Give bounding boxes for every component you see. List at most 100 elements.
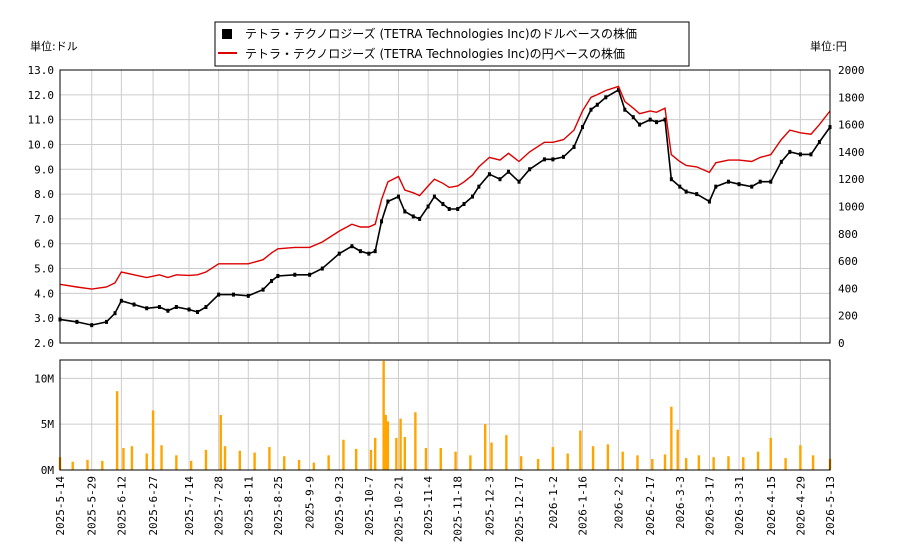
volume-bar bbox=[238, 450, 242, 470]
usd-price-point bbox=[707, 199, 711, 204]
usd-price-point bbox=[350, 244, 354, 249]
usd-price-point bbox=[432, 194, 436, 199]
legend-marker-usd bbox=[222, 29, 232, 39]
usd-price-point bbox=[293, 272, 297, 277]
usd-price-point bbox=[145, 306, 149, 311]
x-tick-label: 2025-12-3 bbox=[483, 476, 496, 536]
right-tick-label: 1000 bbox=[838, 201, 865, 214]
volume-plot-area bbox=[60, 360, 830, 470]
volume-bar bbox=[799, 445, 802, 470]
usd-price-point bbox=[695, 192, 699, 197]
volume-bar bbox=[697, 455, 701, 470]
usd-price-point bbox=[380, 219, 384, 224]
usd-price-point bbox=[542, 157, 546, 162]
usd-price-point bbox=[551, 157, 555, 162]
usd-price-point bbox=[105, 319, 109, 324]
volume-bar bbox=[663, 454, 667, 470]
volume-bar bbox=[297, 459, 301, 470]
volume-bar bbox=[606, 444, 610, 470]
x-tick-label: 2026-5-13 bbox=[824, 476, 837, 536]
usd-price-point bbox=[471, 194, 474, 199]
volume-bar bbox=[151, 410, 155, 470]
volume-tick-label: 0M bbox=[41, 464, 55, 477]
volume-bar bbox=[373, 437, 377, 470]
usd-price-point bbox=[498, 177, 502, 182]
price-plot-frame bbox=[59, 69, 831, 344]
volume-bar bbox=[424, 448, 428, 470]
price-panel: 2.0 3.0 4.0 5.0 6.0 7.0 8.0 9.0 10.0 11.0 12.0 13.0… bbox=[28, 64, 865, 350]
volume-bar bbox=[784, 458, 787, 470]
volume-bar bbox=[439, 448, 442, 470]
usd-price-point bbox=[638, 122, 642, 127]
usd-price-point bbox=[487, 172, 491, 177]
right-tick-label: 200 bbox=[838, 310, 858, 323]
volume-bar bbox=[115, 391, 119, 470]
usd-price-point bbox=[581, 125, 584, 130]
usd-price-point bbox=[572, 144, 576, 149]
x-tick-label: 2026-1-16 bbox=[577, 476, 590, 536]
volume-bar bbox=[579, 430, 582, 470]
usd-price-point bbox=[187, 307, 191, 312]
volume-bar bbox=[384, 415, 387, 470]
usd-price-point bbox=[506, 169, 510, 174]
usd-price-point bbox=[684, 189, 688, 194]
volume-bar bbox=[684, 458, 688, 470]
usd-price-point bbox=[418, 216, 422, 221]
volume-bar bbox=[490, 442, 493, 470]
legend-box bbox=[214, 21, 690, 67]
x-tick-label: 2025-7-14 bbox=[183, 476, 196, 536]
x-tick-label: 2026-1-2 bbox=[547, 476, 560, 529]
volume-bar bbox=[223, 446, 227, 470]
volume-bar bbox=[312, 462, 316, 470]
x-tick-label: 2026-3-17 bbox=[703, 476, 716, 536]
volume-bar bbox=[742, 457, 745, 470]
usd-price-point bbox=[204, 305, 208, 310]
volume-bar bbox=[71, 461, 74, 470]
volume-bar bbox=[536, 459, 540, 470]
usd-price-point bbox=[426, 204, 430, 209]
volume-bars bbox=[58, 360, 832, 470]
left-tick-label: 4.0 bbox=[34, 287, 54, 300]
x-tick-label: 2026-2-17 bbox=[644, 476, 657, 536]
volume-bar bbox=[342, 439, 345, 470]
usd-price-point bbox=[528, 167, 532, 172]
usd-price-point bbox=[320, 266, 324, 271]
usd-price-point bbox=[308, 272, 312, 277]
x-tick-label: 2025-5-14 bbox=[54, 476, 67, 536]
volume-bar bbox=[519, 456, 523, 470]
usd-price-point bbox=[157, 305, 161, 310]
right-tick-label: 1800 bbox=[838, 91, 865, 104]
usd-price-point bbox=[655, 120, 659, 125]
volume-bar bbox=[756, 451, 760, 470]
right-unit-label: 単位:円 bbox=[810, 39, 847, 53]
usd-price-point bbox=[648, 117, 652, 122]
legend-label-jpy: テトラ・テクノロジーズ (TETRA Technologies Inc)の円ベー… bbox=[245, 46, 625, 61]
volume-bar bbox=[591, 446, 595, 470]
x-tick-label: 2025-7-28 bbox=[213, 476, 226, 536]
volume-bar bbox=[651, 459, 654, 470]
volume-bar bbox=[811, 455, 815, 470]
usd-price-point bbox=[261, 287, 265, 292]
usd-price-point bbox=[669, 177, 673, 182]
right-tick-label: 1600 bbox=[838, 119, 865, 132]
volume-bar bbox=[505, 435, 508, 470]
volume-bar bbox=[414, 412, 417, 470]
volume-bar bbox=[769, 437, 772, 470]
volume-bar bbox=[122, 448, 125, 470]
usd-price-point bbox=[809, 152, 813, 157]
usd-price-point bbox=[441, 202, 445, 207]
volume-bar bbox=[566, 453, 569, 470]
volume-bar bbox=[369, 449, 373, 470]
usd-price-point bbox=[246, 293, 250, 298]
x-tick-label: 2026-3-31 bbox=[733, 476, 746, 536]
left-tick-label: 8.0 bbox=[34, 188, 54, 201]
x-tick-label: 2025-10-21 bbox=[392, 476, 405, 542]
usd-price-point bbox=[113, 311, 117, 316]
usd-price-point bbox=[270, 278, 274, 283]
volume-plot-frame bbox=[59, 359, 831, 471]
usd-price-point bbox=[447, 206, 451, 211]
left-tick-label: 11.0 bbox=[28, 114, 55, 127]
volume-bar bbox=[636, 455, 639, 470]
usd-price-point bbox=[726, 179, 730, 184]
volume-bar bbox=[327, 455, 330, 470]
